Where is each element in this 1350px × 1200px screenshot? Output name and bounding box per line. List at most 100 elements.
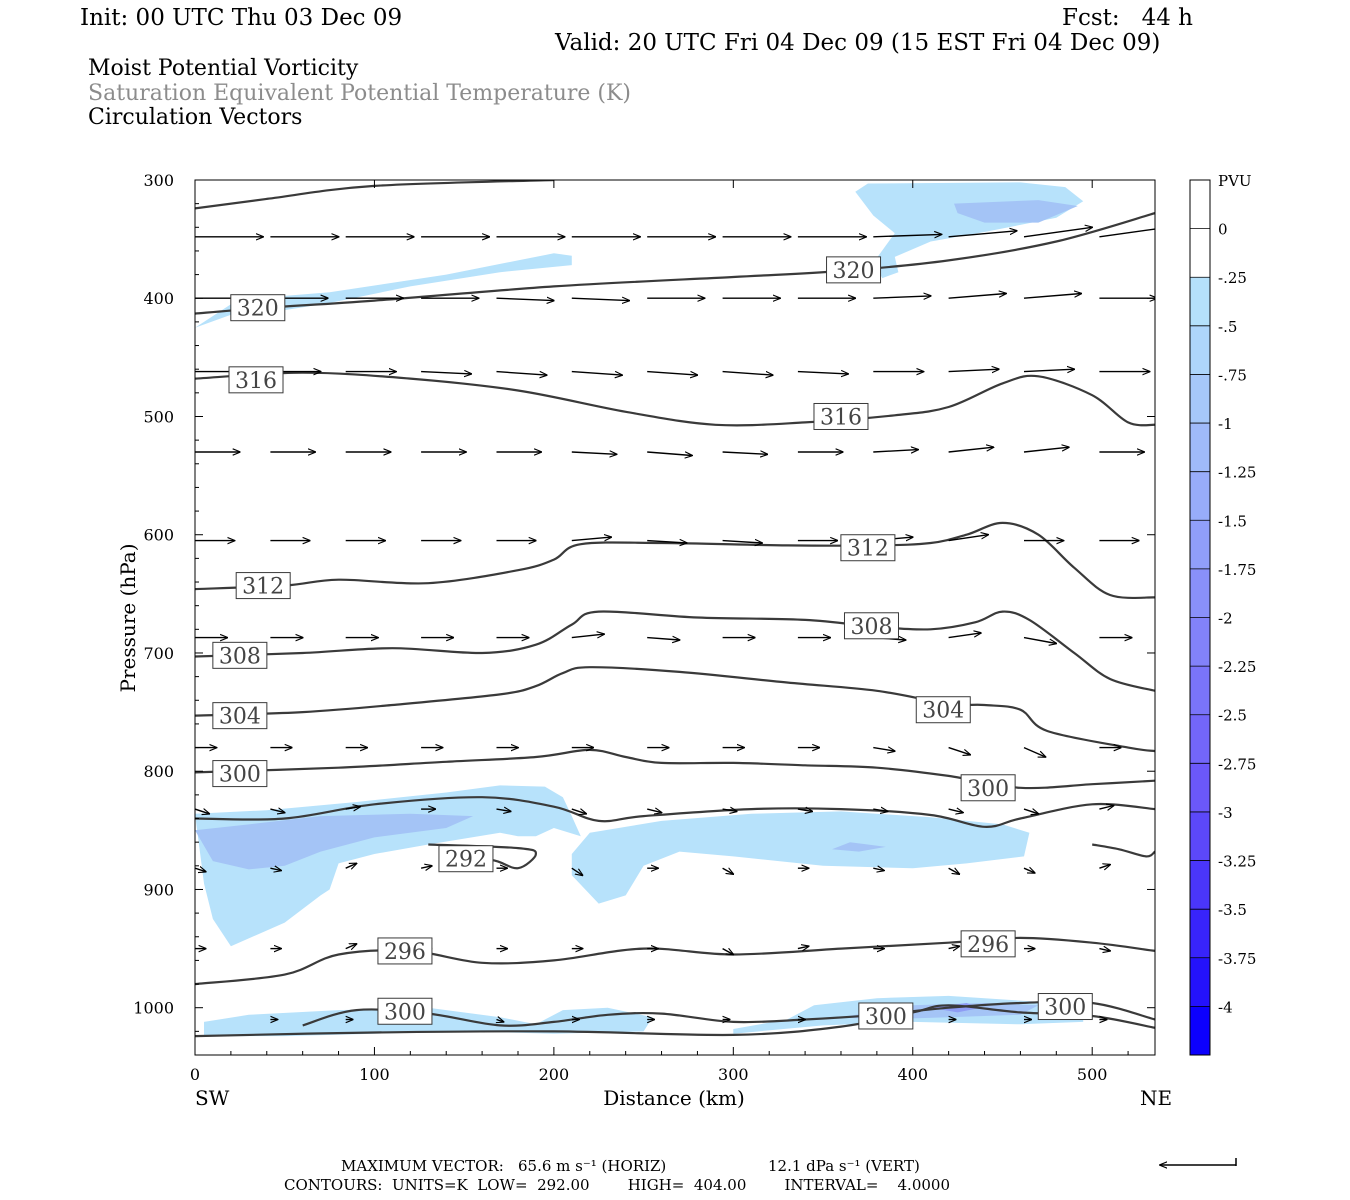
reference-vector — [1160, 1158, 1237, 1166]
forecast-hour: Fcst: 44 h — [1062, 5, 1193, 31]
vector-arrow — [948, 447, 994, 453]
colorbar-swatch — [1190, 423, 1210, 473]
y-tick-label: 700 — [143, 644, 174, 663]
colorbar-swatch — [1190, 714, 1210, 764]
vector-arrow — [1023, 369, 1074, 371]
vector-arrow — [195, 809, 209, 814]
vector-arrow — [722, 370, 773, 376]
y-tick-label: 300 — [143, 171, 174, 190]
y-tick-label: 1000 — [133, 999, 174, 1018]
title-theta-es: Saturation Equivalent Potential Temperat… — [88, 81, 631, 106]
vector-arrow — [873, 234, 941, 236]
pv-colorbar: 0 -.25 -.5 -.75 -1 -1.25 -1.5 -1.75 -2 -2.25 -2.5 -… — [1189, 179, 1256, 1056]
contour-label-box — [960, 930, 1016, 958]
contour-label-292: 292 — [445, 848, 487, 873]
colorbar-label: -2.75 — [1218, 755, 1256, 773]
contour-label-312: 312 — [242, 575, 284, 600]
vector-arrow — [722, 809, 737, 811]
colorbar-label: -1.5 — [1218, 512, 1247, 530]
colorbar-label: -3.75 — [1218, 950, 1256, 968]
vector-arrow — [722, 541, 762, 543]
vector-arrow — [948, 809, 963, 813]
vector-arrow — [873, 450, 918, 452]
vector-arrow — [1099, 949, 1110, 951]
vector-arrow — [496, 809, 511, 811]
contour-label-300: 300 — [384, 1000, 426, 1025]
vector-arrow — [873, 809, 887, 811]
colorbar-label: -2.5 — [1218, 707, 1247, 725]
colorbar-swatch — [1190, 325, 1210, 375]
colorbar-unit: PVU — [1218, 172, 1252, 190]
vector-arrow — [873, 748, 895, 752]
vector-arrow — [345, 863, 357, 868]
vector-arrow — [647, 452, 692, 456]
contour-320-0 — [195, 180, 554, 210]
colorbar-label: -4 — [1218, 998, 1233, 1016]
contour-label-box — [915, 696, 971, 724]
vector-arrow — [1099, 228, 1155, 238]
colorbar-swatch — [1190, 277, 1210, 327]
x-axis-label: Distance (km) — [603, 1086, 745, 1110]
contour-label-box — [813, 402, 869, 430]
y-tick-label: 900 — [143, 880, 174, 899]
y-tick-label: 800 — [143, 762, 174, 781]
vector-arrow — [948, 294, 1007, 299]
init-time: Init: 00 UTC Thu 03 Dec 09 — [80, 5, 403, 31]
x-axis: 0 100 200 300 400 500 — [190, 180, 1129, 1084]
vector-arrow — [722, 868, 734, 874]
contour-label-box — [228, 366, 284, 394]
vector-arrow — [345, 944, 357, 949]
vector-arrow — [948, 946, 960, 948]
title-moist-pv: Moist Potential Vorticity — [88, 56, 359, 81]
vector-arrow — [797, 372, 848, 374]
vector-arrow — [873, 868, 884, 870]
vector-arrow — [1023, 636, 1056, 644]
contour-label-box — [235, 572, 291, 600]
x-tick-label: 200 — [539, 1065, 570, 1084]
y-tick-label: 600 — [143, 526, 174, 545]
colorbar-swatch — [1190, 520, 1210, 570]
pv-shading — [195, 182, 1084, 1037]
contour-unlabeled-12 — [195, 1004, 1155, 1038]
contour-label-300: 300 — [967, 777, 1009, 802]
theta-es-contours — [195, 180, 1155, 1038]
vector-arrow — [1023, 294, 1081, 299]
contours-info: CONTOURS: UNITS=K LOW= 292.00 HIGH= 404.… — [284, 1176, 950, 1194]
vector-arrow — [571, 370, 622, 376]
contour-label-box — [438, 845, 494, 873]
vector-arrow — [1023, 447, 1069, 453]
colorbar-swatch — [1190, 471, 1210, 521]
vector-arrow — [948, 633, 981, 639]
contour-312-3 — [195, 521, 1155, 600]
y-axis: 300 400 500 600 700 800 900 1000 — [133, 171, 1155, 1056]
vector-arrow — [571, 634, 604, 638]
colorbar-label: -3.25 — [1218, 853, 1256, 871]
colorbar-swatch — [1190, 860, 1210, 910]
x-tick-label: 0 — [190, 1065, 200, 1084]
contour-label-304: 304 — [922, 699, 964, 724]
vector-arrow — [195, 868, 206, 872]
vector-arrow — [421, 372, 471, 374]
title-circulation: Circulation Vectors — [88, 105, 303, 130]
colorbar-label: -.5 — [1218, 318, 1237, 336]
contour-308-4 — [195, 610, 1155, 692]
vector-arrow — [948, 231, 1017, 238]
colorbar-swatch — [1190, 228, 1210, 278]
pv-region-0 — [855, 182, 1084, 279]
x-left-end-label: SW — [195, 1086, 230, 1110]
colorbar-label: -2 — [1218, 610, 1233, 628]
vector-arrow — [571, 809, 586, 814]
contour-304-5 — [195, 666, 1155, 753]
x-tick-label: 100 — [359, 1065, 390, 1084]
contour-label-box — [212, 702, 268, 730]
x-right-end-label: NE — [1140, 1086, 1172, 1110]
colorbar-swatch — [1190, 909, 1210, 959]
contour-label-box — [858, 1002, 914, 1030]
contour-label-box — [212, 760, 268, 788]
contour-label-320: 320 — [833, 259, 875, 284]
pv-region-6 — [832, 842, 886, 852]
vector-arrow — [647, 809, 661, 813]
colorbar-swatch — [1190, 374, 1210, 424]
contour-label-box — [212, 641, 268, 669]
